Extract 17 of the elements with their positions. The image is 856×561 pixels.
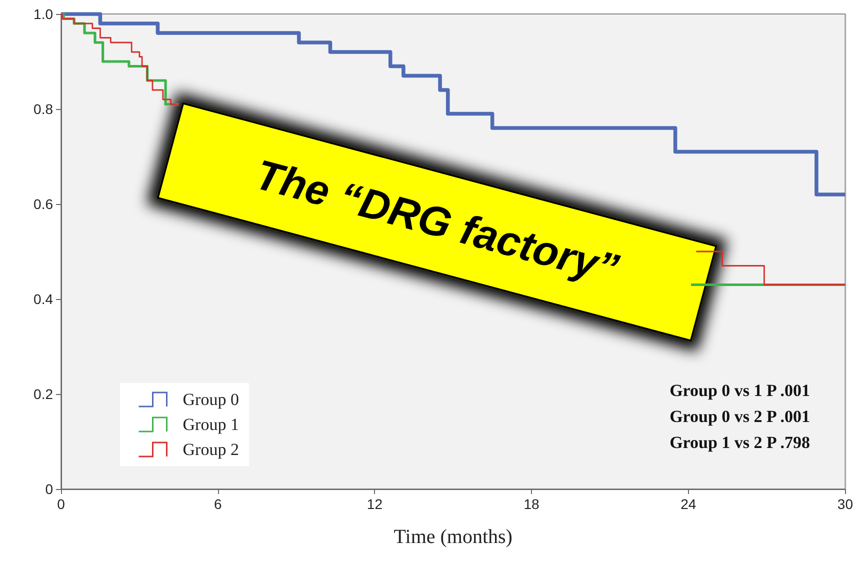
x-tick-label: 24 xyxy=(680,496,696,512)
legend-label: Group 2 xyxy=(182,440,239,459)
y-tick-label: 0.8 xyxy=(34,101,54,117)
p-value-notes: Group 0 vs 1 P .001 Group 0 vs 2 P .001 Group 1 vs 2 P .798 xyxy=(670,380,810,454)
x-tick-label: 0 xyxy=(57,496,66,512)
x-tick-label: 6 xyxy=(214,496,222,512)
legend-label: Group 0 xyxy=(182,390,239,409)
y-tick-label: 0.6 xyxy=(34,196,54,212)
x-axis-title: Time (months) xyxy=(394,526,512,548)
x-tick-label: 18 xyxy=(524,496,540,512)
y-tick-label: 0.2 xyxy=(34,386,54,402)
x-tick-label: 30 xyxy=(837,496,854,512)
y-tick-label: 0 xyxy=(45,481,54,497)
y-tick-label: 1.0 xyxy=(34,6,54,22)
x-tick-label: 12 xyxy=(366,496,383,512)
y-tick-label: 0.4 xyxy=(34,291,54,307)
legend-label: Group 1 xyxy=(182,415,239,434)
